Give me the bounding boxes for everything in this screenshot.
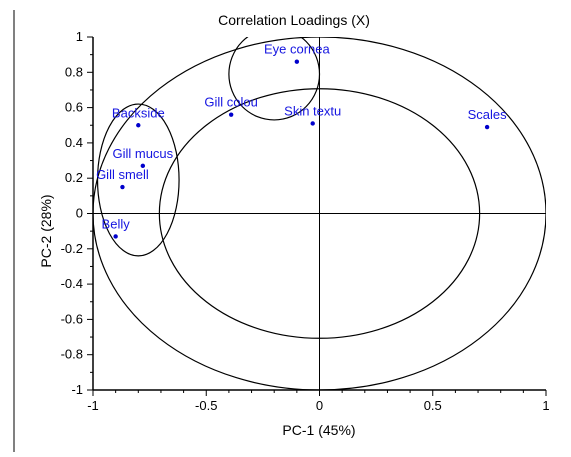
loading-point bbox=[113, 234, 118, 239]
y-tick-label: 0 bbox=[76, 206, 83, 221]
x-axis: -1 -0.5 0 0.5 1 bbox=[87, 389, 550, 413]
loading-point bbox=[136, 123, 141, 128]
y-tick-label: -0.2 bbox=[61, 241, 83, 256]
chart-title: Correlation Loadings (X) bbox=[218, 12, 370, 28]
y-tick-label: 0.4 bbox=[65, 135, 83, 150]
loading-point-label: Scales bbox=[468, 107, 508, 122]
y-tick-label: -0.4 bbox=[61, 276, 83, 291]
y-tick-label: 0.8 bbox=[65, 64, 83, 79]
loading-point-label: Skin textu bbox=[284, 103, 341, 118]
loading-point bbox=[120, 184, 125, 190]
y-axis: 1 0.8 0.6 0.4 0.2 0 -0.2 -0.4 -0.6 -0.8 -1 bbox=[61, 29, 94, 397]
y-tick-label: 1 bbox=[76, 29, 83, 44]
y-tick-label: -1 bbox=[71, 382, 83, 397]
loading-point-label: Gill smell bbox=[96, 167, 149, 182]
loading-point bbox=[484, 124, 490, 130]
x-tick-label: 0.5 bbox=[424, 398, 442, 413]
x-tick-label: -1 bbox=[87, 398, 99, 413]
loading-point-label: Backside bbox=[112, 105, 165, 120]
loading-point-label: Eye cornea bbox=[264, 42, 331, 57]
y-tick-label: -0.8 bbox=[61, 347, 83, 362]
loading-point bbox=[294, 59, 300, 64]
y-tick-label: 0.6 bbox=[65, 100, 83, 115]
loading-point bbox=[310, 121, 315, 126]
x-tick-label: -0.5 bbox=[195, 398, 217, 413]
x-tick-label: 1 bbox=[542, 398, 549, 413]
y-tick-label: 0.2 bbox=[65, 170, 83, 185]
x-axis-label: PC-1 (45%) bbox=[282, 422, 355, 438]
x-tick-label: 0 bbox=[316, 398, 323, 413]
left-group-ellipse bbox=[96, 103, 180, 257]
loading-point-label: Gill colou bbox=[204, 95, 257, 110]
y-axis-label: PC-2 (28%) bbox=[38, 194, 54, 267]
loading-point-label: Belly bbox=[102, 216, 131, 231]
y-tick-label: -0.6 bbox=[61, 311, 83, 326]
loading-point bbox=[228, 112, 234, 117]
loading-point bbox=[140, 163, 146, 169]
loading-point-label: Gill mucus bbox=[112, 146, 173, 161]
plot-area: -1 -0.5 0 0.5 1 1 0.8 0.6 0.4 0.2 0 -0.2 -0.4 -0.6 -0… bbox=[61, 29, 550, 413]
